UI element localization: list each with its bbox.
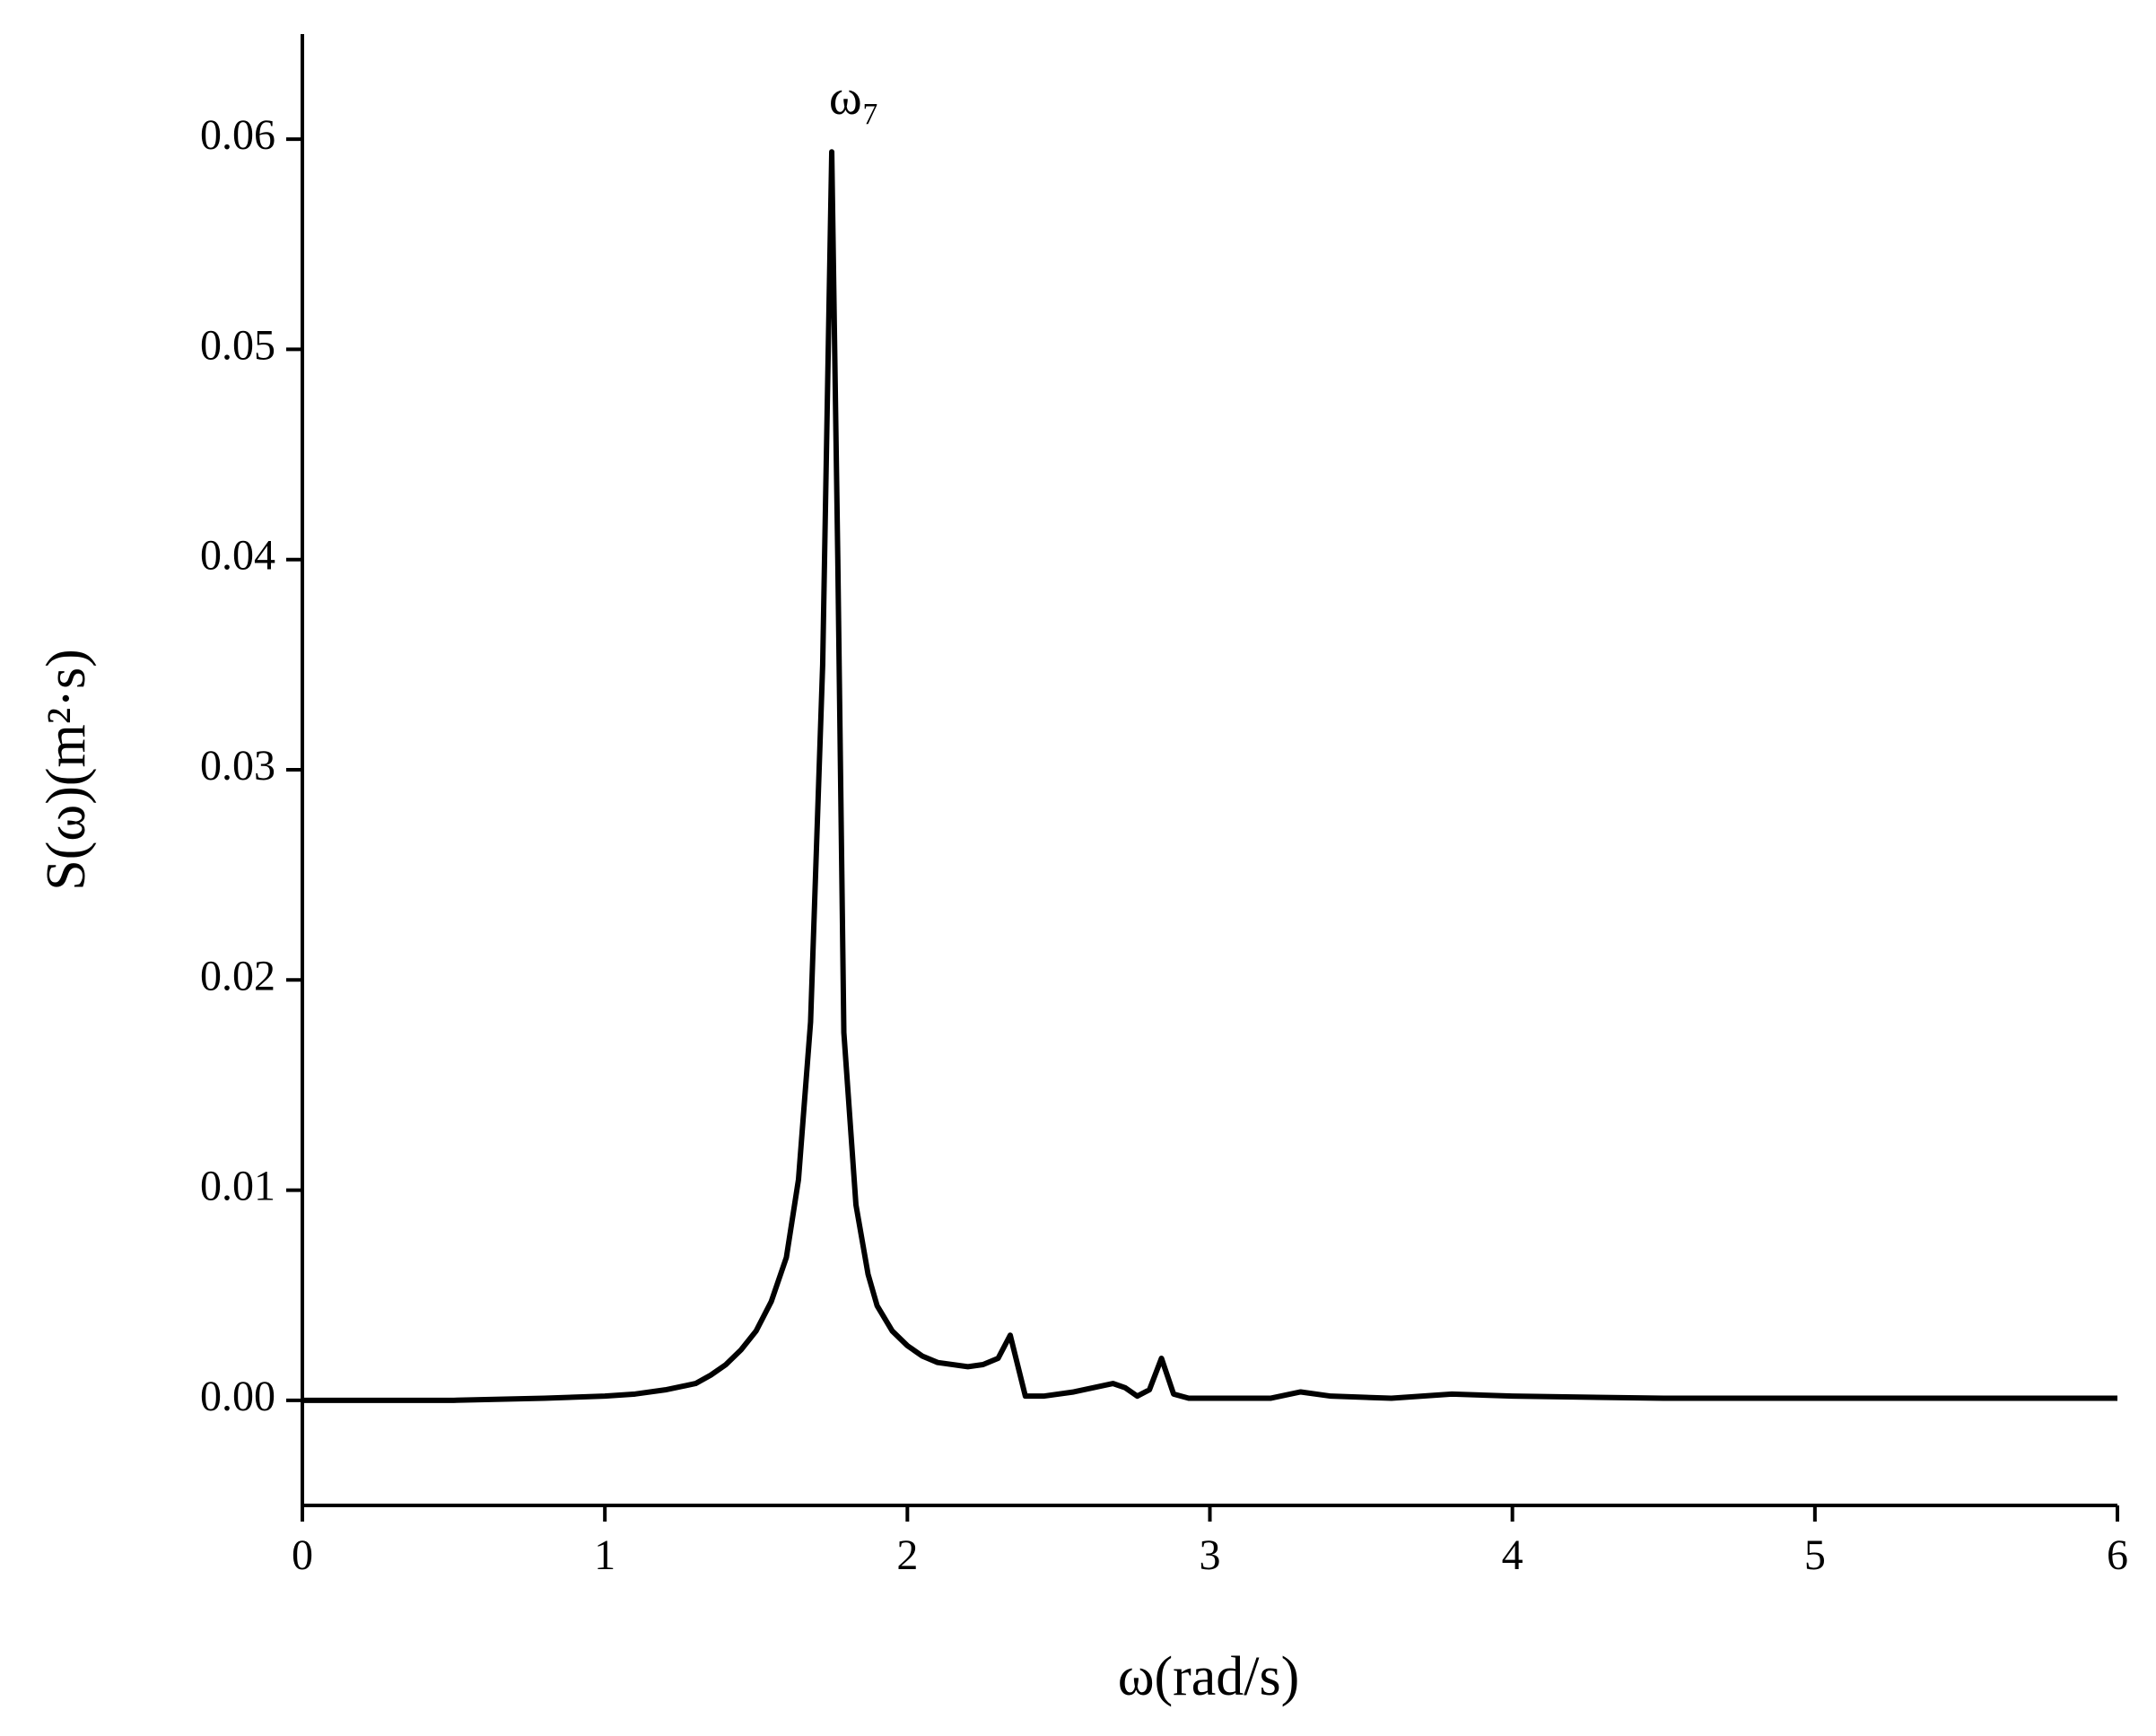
x-tick-label: 4 <box>1502 1531 1523 1579</box>
x-axis-title: ω(rad/s) <box>1118 1646 1300 1707</box>
x-tick-label: 5 <box>1804 1531 1826 1579</box>
x-tick-label: 3 <box>1200 1531 1221 1579</box>
y-tick-label: 0.05 <box>200 321 275 369</box>
line-series <box>302 149 2117 1403</box>
y-tick-label: 0.06 <box>200 111 275 159</box>
x-tick-label: 2 <box>896 1531 918 1579</box>
annotation: ω₇ <box>829 70 879 126</box>
y-tick-label: 0.00 <box>200 1373 275 1420</box>
x-tick-label: 1 <box>594 1531 615 1579</box>
y-tick-label: 0.01 <box>200 1163 275 1210</box>
y-axis-title: S(ω)(m²·s) <box>36 649 97 890</box>
y-tick-label: 0.04 <box>200 532 275 580</box>
y-tick-label: 0.02 <box>200 952 275 999</box>
x-tick-label: 6 <box>2107 1531 2128 1579</box>
y-tick-label: 0.03 <box>200 742 275 789</box>
x-tick-label: 0 <box>292 1531 313 1579</box>
